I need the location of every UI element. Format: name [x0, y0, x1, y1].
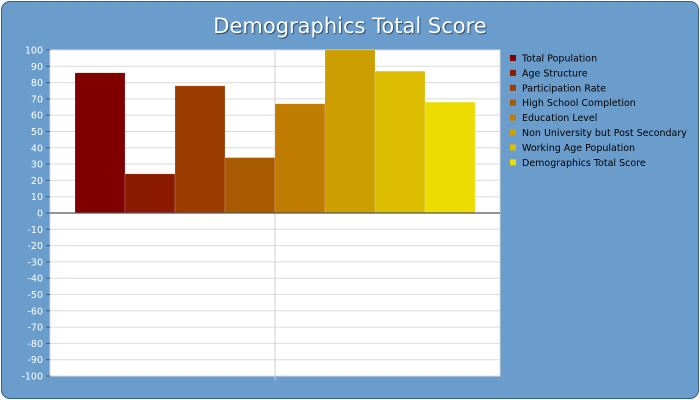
y-tick-label: 70 — [31, 94, 43, 105]
bar — [124, 173, 176, 214]
legend-swatch — [510, 114, 516, 121]
legend-entry-label: High School Completion — [522, 98, 636, 109]
legend-swatch — [510, 144, 516, 151]
y-tick-label: -100 — [21, 372, 43, 383]
y-tick-label: 80 — [31, 78, 43, 89]
legend-swatch — [510, 55, 516, 61]
legend: Total Population Age Structure Participati… — [510, 54, 687, 169]
legend-swatch — [510, 84, 516, 91]
chart-title: Demographics Total Score — [213, 14, 487, 38]
y-tick-label: -70 — [27, 323, 43, 334]
legend-entry-label: Participation Rate — [522, 83, 606, 94]
legend-swatch — [510, 99, 516, 106]
legend-swatch — [510, 69, 516, 76]
legend-swatch — [510, 159, 516, 166]
bar — [174, 85, 226, 214]
legend-entry-label: Working Age Population — [522, 143, 635, 154]
legend-entry-label: Non University but Post Secondary — [522, 128, 687, 139]
bar — [424, 101, 476, 214]
legend-entry-label: Age Structure — [522, 68, 588, 79]
y-tick-label: -80 — [27, 339, 43, 350]
y-tick-label: 100 — [25, 46, 43, 57]
y-tick-label: 50 — [31, 127, 43, 138]
y-tick-label: 0 — [37, 209, 43, 220]
legend-entry-label: Total Population — [521, 54, 597, 65]
y-tick-label: -50 — [27, 290, 43, 301]
legend-swatch — [510, 129, 516, 136]
bar — [74, 72, 126, 214]
bar — [224, 157, 276, 214]
legend-entry-label: Demographics Total Score — [522, 158, 646, 169]
y-tick-label: -40 — [27, 274, 43, 285]
y-tick-label: 20 — [31, 176, 43, 187]
bar — [324, 49, 376, 214]
y-tick-label: 40 — [31, 143, 43, 154]
y-tick-label: 90 — [31, 62, 43, 73]
y-tick-label: -20 — [27, 241, 43, 252]
bar — [274, 103, 326, 214]
y-tick-label: -90 — [27, 355, 43, 366]
y-tick-label: -60 — [27, 306, 43, 317]
y-tick-label: 10 — [31, 192, 43, 203]
axis-layer: -100-90-80-70-60-50-40-30-20-10010203040… — [21, 46, 500, 383]
y-tick-label: 30 — [31, 160, 43, 171]
legend-entry-label: Education Level — [522, 113, 597, 124]
bars-layer — [74, 49, 476, 214]
bar — [374, 70, 426, 214]
y-tick-label: -30 — [27, 257, 43, 268]
y-tick-label: 60 — [31, 111, 43, 122]
y-tick-label: -10 — [27, 225, 43, 236]
